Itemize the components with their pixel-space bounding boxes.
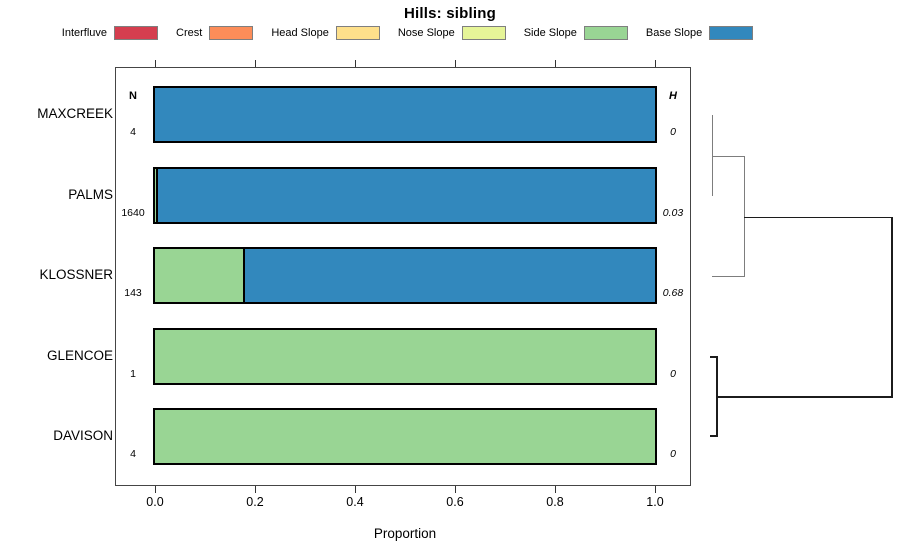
legend-label: Crest [176,27,203,39]
row-label: MAXCREEK [37,106,113,121]
legend-swatch [583,26,628,40]
legend-swatch [461,26,506,40]
n-value: 1 [130,368,136,380]
dendrogram-segment [744,156,745,277]
x-axis-tick-label: 0.6 [446,495,464,509]
bar-segment-side-slope [155,249,245,302]
h-value: 0 [670,448,676,460]
legend-swatch [709,26,754,40]
dendrogram-segment [744,217,893,218]
dendrogram-segment [891,217,893,398]
legend-item: Crest [176,26,254,40]
legend-label: Nose Slope [397,27,455,39]
x-axis-top-tick [255,60,256,67]
dendrogram-segment [710,435,718,437]
n-value: 4 [130,126,136,138]
h-value: 0 [670,368,676,380]
x-axis-tick-label: 0.2 [246,495,264,509]
row-label: GLENCOE [46,348,113,363]
row-label: DAVISON [53,428,113,443]
stacked-bar [153,408,657,465]
row-label: PALMS [68,187,113,202]
n-column-header: N [129,90,137,102]
n-value: 1640 [121,207,145,219]
h-value: 0 [670,126,676,138]
h-value: 0.68 [662,287,684,299]
x-axis-bottom-tick [255,486,256,493]
legend-item: Interfluve [61,26,159,40]
x-axis-top-tick [355,60,356,67]
dendrogram-segment [712,156,745,157]
chart-title: Hills: sibling [404,5,496,22]
dendrogram-segment [710,356,718,358]
legend-swatch [335,26,380,40]
x-axis-tick-label: 0.4 [346,495,364,509]
legend-label: Base Slope [645,27,703,39]
x-axis-bottom-tick [555,486,556,493]
x-axis-title: Proportion [373,526,437,541]
legend-label: Head Slope [271,27,329,39]
legend-swatch [114,26,159,40]
x-axis-bottom-tick [155,486,156,493]
x-axis-bottom-tick [355,486,356,493]
x-axis-tick-label: 0.8 [546,495,564,509]
x-axis-top-tick [155,60,156,67]
legend-item: Side Slope [524,26,628,40]
x-axis-tick-label: 1.0 [646,495,664,509]
bar-segment-side-slope [155,330,655,383]
bar-segment-base-slope [245,249,655,302]
legend-item: Base Slope [645,26,754,40]
bar-segment-side-slope [155,410,655,463]
legend: Interfluve Crest Head Slope Nose Slope Side … [0,26,815,40]
h-value: 0.03 [662,207,684,219]
x-axis-bottom-tick [655,486,656,493]
x-axis-top-tick [655,60,656,67]
stacked-bar [153,167,657,224]
x-axis-bottom-tick [455,486,456,493]
dendrogram-segment [716,396,893,398]
legend-item: Head Slope [271,26,380,40]
legend-swatch [209,26,254,40]
bar-segment-side-slope [155,169,158,222]
bar-segment-base-slope [157,169,655,222]
row-label: KLOSSNER [39,267,113,282]
x-axis-top-tick [455,60,456,67]
legend-item: Nose Slope [398,26,506,40]
h-column-header: H [669,90,677,102]
x-axis-tick-label: 0.0 [146,495,164,509]
x-axis-top-tick [555,60,556,67]
bar-segment-base-slope [155,88,655,141]
stacked-bar [153,86,657,143]
n-value: 4 [130,448,136,460]
dendrogram-segment [712,276,745,277]
dendrogram-segment [712,115,713,196]
legend-label: Interfluve [61,27,108,39]
n-value: 143 [124,287,142,299]
legend-label: Side Slope [523,27,577,39]
stacked-bar [153,247,657,304]
stacked-bar [153,328,657,385]
